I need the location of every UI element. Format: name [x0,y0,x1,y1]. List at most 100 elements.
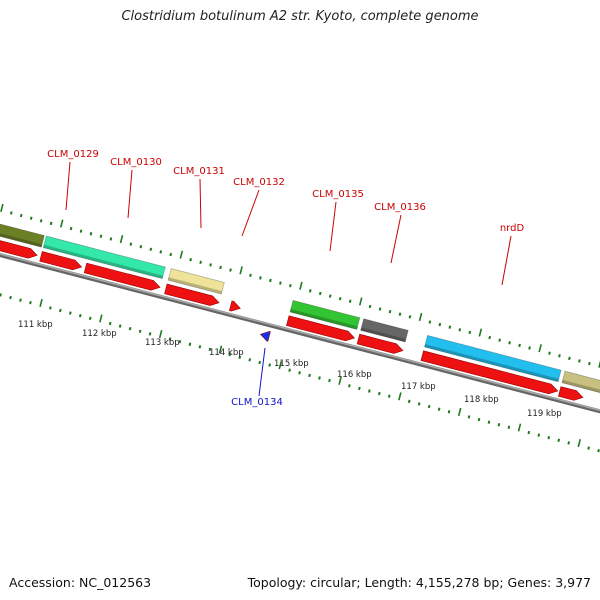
cds-arrow [420,350,559,395]
leader-line-clm_0134 [258,347,266,397]
upper-tick [518,343,521,348]
lower-tick [567,441,571,445]
lower-tick [467,415,471,419]
upper-tick [99,234,103,239]
ruler-label: 114 kbp [209,348,244,358]
upper-tick [59,219,64,228]
lower-tick [128,326,132,331]
lower-tick [587,446,590,450]
lower-tick [188,342,192,346]
lower-tick [477,417,481,422]
lower-tick [0,293,2,297]
lower-tick [88,316,92,320]
gene-label-clm_0134: CLM_0134 [231,397,283,408]
upper-tick [578,359,581,363]
upper-tick [468,330,472,335]
upper-tick [558,354,561,358]
upper-tick [169,252,173,257]
lower-tick [298,371,301,375]
lower-tick [437,407,441,411]
upper-tick [388,309,392,314]
upper-tick [428,320,432,324]
upper-tick [189,258,193,262]
lower-tick [487,420,491,424]
upper-tick [488,335,492,340]
upper-tick [368,304,372,309]
upper-tick [9,211,13,215]
lower-tick [507,425,511,430]
gene-box-clm_0129 [42,235,166,280]
upper-tick [308,289,312,293]
upper-tick [348,299,352,303]
lower-tick [318,376,321,380]
gene-arrow-clm_0134 [259,331,271,342]
upper-tick [89,232,93,236]
lower-tick [208,347,212,352]
lower-tick [59,308,62,313]
cds-arrow [558,386,584,401]
genome-stats: Topology: circular; Length: 4,155,278 bp… [247,575,591,590]
lower-tick [99,314,103,323]
lower-tick [288,368,291,372]
ruler-label: 112 kbp [82,329,117,339]
lower-tick [527,430,531,435]
upper-tick [269,278,272,283]
upper-tick [129,242,133,246]
upper-tick [149,247,153,252]
gene-box-clm_0135 [289,299,361,330]
upper-tick [239,266,243,275]
upper-tick [528,346,531,350]
lower-tick [537,433,541,437]
cds-arrow [83,262,161,291]
lower-tick [517,423,522,432]
gene-label-nrdd: nrdD [500,223,525,234]
upper-tick [29,216,33,220]
upper-tick [299,281,303,290]
gene-label-clm_0135: CLM_0135 [312,189,364,200]
upper-tick [498,338,502,342]
leader-line-clm_0136 [390,214,402,264]
upper-tick [548,351,551,355]
upper-tick [119,235,124,244]
leader-line-nrdd [501,235,512,286]
genome-title: Clostridium botulinum A2 str. Kyoto, com… [121,9,479,24]
ruler-label: 115 kbp [274,359,309,369]
lower-tick [49,306,52,310]
leader-line-clm_0135 [329,201,337,252]
gene-box-unlabeled [0,223,45,248]
leader-line-clm_0131 [199,178,202,229]
cds-arrow [39,251,83,271]
accession-label: Accession: NC_012563 [9,575,152,590]
upper-tick [508,341,511,345]
upper-tick [458,328,462,332]
gene-box-clm_0129-shade [43,244,164,279]
gene-box-unlabeled [561,370,600,394]
lower-tick [168,337,172,341]
upper-tick [109,237,113,241]
lower-tick [238,355,242,359]
upper-tick [438,322,442,327]
leader-line-clm_0132 [241,189,260,237]
lower-tick [268,363,272,367]
upper-tick [39,219,43,223]
lower-tick [417,402,421,406]
lower-tick [118,324,122,328]
upper-tick [79,229,83,233]
gene-box-clm_0135-shade [290,309,358,330]
upper-tick [69,226,73,231]
lower-tick [338,376,342,385]
backbone-shadow [0,252,600,414]
cds-arrow [164,283,220,306]
lower-tick [138,329,142,333]
lower-tick [577,439,582,448]
lower-tick [158,329,163,339]
upper-tick [478,328,483,337]
lower-tick [248,358,252,362]
lower-tick [387,394,391,398]
lower-tick [377,391,381,396]
gene-label-clm_0129: CLM_0129 [47,149,99,160]
gene-box-clm_0136-shade [360,327,406,342]
leader-line-clm_0129 [65,161,71,211]
upper-tick [408,315,412,319]
